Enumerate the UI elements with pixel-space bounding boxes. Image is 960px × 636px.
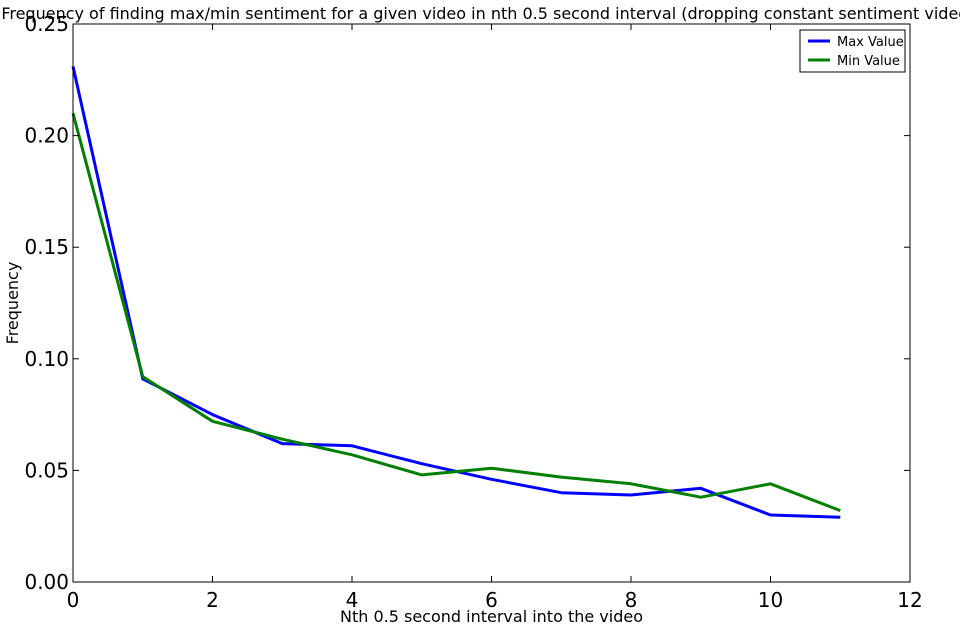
chart-title: Frequency of finding max/min sentiment f…	[1, 4, 960, 23]
x-tick-label: 8	[625, 588, 638, 612]
y-tick-label: 0.25	[24, 12, 69, 36]
series-layer	[71, 66, 841, 519]
y-tick-label: 0.15	[24, 235, 69, 259]
y-axis-title: Frequency	[3, 262, 22, 345]
x-axis-title: Nth 0.5 second interval into the video	[340, 607, 643, 626]
legend-box	[799, 29, 906, 73]
legend: Max Value Min Value	[799, 29, 906, 73]
y-tick-label: 0.00	[24, 570, 69, 594]
x-tick-label: 10	[758, 588, 783, 612]
legend-label-max-value: Max Value	[837, 35, 904, 50]
x-tick-label: 2	[206, 588, 219, 612]
x-tick-label: 12	[897, 588, 922, 612]
x-tick-label: 4	[346, 588, 359, 612]
y-tick-label: 0.05	[24, 458, 69, 482]
series-line-min-value	[71, 112, 841, 513]
y-tick-label: 0.10	[24, 347, 69, 371]
x-tick-label: 0	[67, 588, 80, 612]
legend-label-min-value: Min Value	[837, 54, 900, 69]
ticks-layer: 0 2 4 6 8 10 12 0.00 0.05 0.10 0.15 0.20 0.25	[24, 12, 922, 612]
x-tick-label: 6	[485, 588, 498, 612]
y-tick-label: 0.20	[24, 124, 69, 148]
